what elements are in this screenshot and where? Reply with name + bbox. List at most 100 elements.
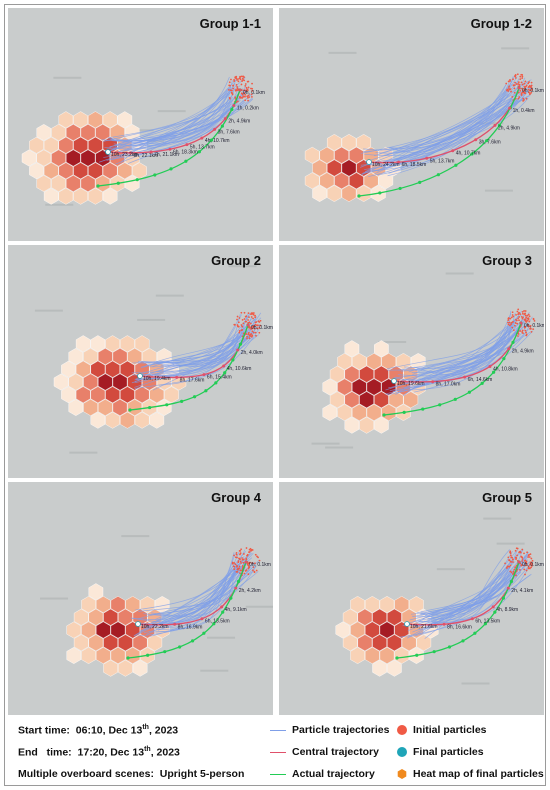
actual-hour-dot — [230, 107, 234, 112]
initial-particle — [512, 84, 515, 87]
initial-particle — [525, 569, 528, 572]
initial-particle — [522, 316, 524, 319]
heat-hexagon — [327, 159, 342, 177]
heat-hexagon — [357, 634, 373, 652]
map-label-mark — [461, 682, 490, 685]
initial-particle — [247, 319, 249, 321]
initial-particle — [238, 330, 241, 332]
particle-trajectory — [138, 566, 246, 612]
actual-hour-dot — [480, 381, 484, 385]
heat-hexagon — [88, 187, 103, 205]
heat-hexagon — [356, 134, 372, 151]
distance-label: 10h, 22.2km — [141, 624, 169, 630]
start-time-value: 06:10, Dec 13 — [75, 724, 143, 737]
distance-label: 8h, 22.1km — [133, 153, 158, 159]
heat-hexagon — [372, 608, 387, 626]
initial-particle — [514, 81, 517, 84]
heat-hexagon — [29, 162, 44, 180]
heat-hexagon — [337, 353, 352, 370]
legend-particle-trajectories: Particle trajectories — [270, 724, 389, 736]
actual-hour-dot — [212, 622, 216, 626]
initial-particle — [532, 317, 535, 320]
initial-particle — [508, 85, 511, 88]
actual-hour-dot — [214, 381, 218, 385]
heat-hexagon — [388, 391, 404, 409]
initial-particle — [252, 566, 255, 569]
initial-particle — [508, 559, 510, 561]
initial-particle — [523, 82, 526, 85]
heat-hexagon — [80, 124, 96, 141]
map-label-mark — [45, 203, 74, 206]
central-hour-dot — [519, 321, 523, 325]
initial-particle — [254, 314, 256, 317]
initial-particle — [513, 568, 516, 571]
heat-hexagon — [304, 146, 320, 164]
initial-particle — [241, 318, 244, 321]
initial-particle — [230, 89, 233, 92]
distance-label: 3h, 7.6km — [218, 129, 240, 135]
initial-particle — [248, 334, 251, 337]
heat-hexagon — [364, 596, 380, 613]
initial-particle — [244, 93, 247, 96]
actual-hour-dot — [415, 653, 419, 657]
actual-hour-dot — [184, 159, 188, 163]
trajectory-map: 0h, 0.1km 2h, 4.1km 4h, 8.9km 6h, 13.5km8h,… — [335, 517, 544, 685]
heat-hexagon — [43, 136, 59, 154]
actual-hour-dot — [146, 653, 150, 657]
initial-particle — [250, 316, 253, 318]
heat-hexagon — [95, 124, 111, 141]
particle-trajectory — [376, 94, 509, 164]
distance-label: 0h, 0.1km — [522, 88, 544, 94]
initial-particle — [247, 573, 250, 576]
actual-hour-dot — [180, 399, 184, 403]
particle-trajectory — [118, 83, 236, 153]
initial-particle — [235, 552, 238, 554]
initial-particle — [255, 569, 258, 572]
central-hour-dot — [425, 156, 429, 160]
heat-hexagon — [105, 386, 120, 404]
initial-particle — [234, 556, 237, 559]
initial-particle — [253, 571, 256, 574]
initial-particle — [234, 563, 237, 566]
initial-particle — [516, 310, 519, 313]
scene: Multiple overboard scenes: Upright 5-per… — [18, 768, 244, 780]
central-hour-dot — [442, 622, 446, 626]
actual-hour-dot — [197, 150, 201, 154]
distance-label: 10h, 24.2km — [372, 162, 400, 168]
heat-hexagon — [102, 162, 118, 180]
heat-hexagon — [81, 621, 96, 639]
initial-particle — [514, 324, 516, 327]
panel-title: Group 5 — [482, 490, 532, 505]
trajectory-map: 0h, 0.1km 2h, 4.2km 4h, 9.1km 6h, 13.5km8h,… — [40, 535, 273, 677]
central-hour-dot — [246, 323, 250, 327]
initial-particle — [242, 75, 245, 78]
heat-hexagon — [103, 659, 118, 677]
heat-hexagon — [90, 411, 106, 429]
heat-hexagon — [88, 608, 104, 626]
actual-hour-dot — [395, 656, 399, 660]
heat-hexagon — [134, 386, 150, 404]
initial-particle — [240, 324, 243, 326]
actual-hour-dot — [398, 186, 402, 191]
initial-particle — [512, 315, 515, 318]
heat-hexagon — [366, 378, 382, 396]
initial-particle — [243, 572, 246, 575]
initial-particle — [235, 553, 238, 556]
particle-trajectory — [123, 79, 236, 152]
initial-particle — [254, 553, 257, 556]
heat-hexagon — [379, 621, 395, 639]
initial-particle — [532, 328, 535, 331]
particle-trajectory — [159, 330, 245, 386]
trajectory-map: 0h, 0.1km 1h, 0.2km 2h, 4.9km 3h, 7.6km 4h, … — [21, 75, 265, 206]
heat-hexagon — [102, 111, 118, 129]
initial-particle — [520, 563, 523, 566]
heat-hexagon — [149, 411, 165, 429]
initial-particle — [259, 319, 262, 322]
initial-particle — [526, 314, 529, 317]
initial-particle — [523, 86, 526, 88]
initial-particle — [230, 78, 232, 81]
initial-particle — [238, 331, 241, 334]
heat-hexagon — [97, 399, 113, 416]
initial-particle — [251, 96, 253, 98]
initial-particle — [524, 310, 527, 312]
